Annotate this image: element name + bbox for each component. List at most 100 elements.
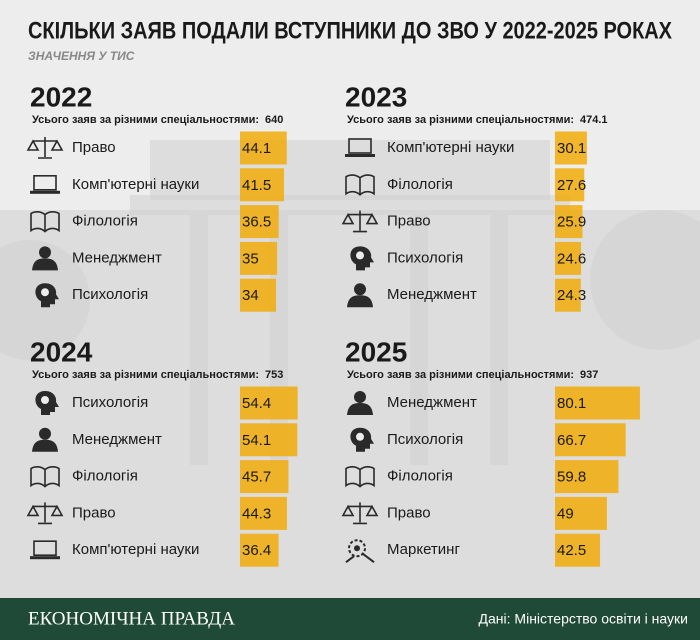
brand: ЕКОНОМІЧНА ПРАВДА: [28, 608, 235, 629]
icon-shape: [33, 175, 57, 191]
icon-shape: [32, 258, 58, 271]
icon-shape: [347, 403, 373, 415]
category-label: Менеджмент: [72, 431, 162, 448]
total-line: Усього заяв за різними спеціальностями: 4…: [347, 114, 608, 126]
icon-shape: [30, 190, 60, 194]
icon: [30, 466, 60, 488]
value-label: 30.1: [557, 140, 586, 157]
source: Дані: Міністерство освіти і науки: [479, 611, 688, 627]
category-label: Психологія: [72, 286, 148, 303]
total-label: Усього заяв за різними спеціальностями:: [32, 369, 259, 381]
icon: [30, 175, 60, 194]
value-label: 27.6: [557, 177, 586, 194]
category-label: Менеджмент: [387, 394, 477, 411]
category-label: Право: [72, 504, 116, 521]
icon-shape: [347, 295, 373, 308]
value-label: 66.7: [557, 432, 586, 449]
icon: [30, 211, 60, 233]
icon-shape: [345, 154, 375, 157]
icon-shape: [41, 396, 49, 404]
category-label: Комп'ютерні науки: [72, 541, 199, 558]
bar: [555, 496, 607, 530]
icon: [350, 427, 374, 452]
total-label: Усього заяв за різними спеціальностями:: [347, 369, 574, 381]
icon: [345, 138, 375, 157]
icon-shape: [26, 502, 64, 525]
category-label: Філологія: [72, 213, 138, 230]
total-value: 937: [580, 369, 598, 381]
icon-shape: [39, 246, 51, 259]
bar: [240, 423, 298, 457]
icon: [350, 246, 374, 271]
bar: [240, 386, 298, 420]
total-line: Усього заяв за різними спеціальностями: 9…: [347, 369, 598, 381]
bar: [240, 496, 287, 530]
bar: [555, 241, 582, 275]
category-label: Філологія: [387, 176, 453, 193]
value-label: 34: [242, 287, 259, 304]
value-label: 54.4: [242, 395, 271, 412]
category-label: Філологія: [387, 468, 453, 485]
chart-title: СКІЛЬКИ ЗАЯВ ПОДАЛИ ВСТУПНИКИ ДО ЗВО У 2…: [28, 17, 672, 44]
icon: [32, 246, 58, 271]
bar: [555, 460, 619, 494]
bar: [240, 205, 279, 239]
total-value: 474.1: [580, 114, 608, 126]
bar: [555, 533, 601, 567]
value-label: 45.7: [242, 469, 271, 486]
value-label: 35: [242, 250, 259, 267]
panel-year: 2023: [345, 81, 407, 112]
icon-shape: [354, 545, 360, 552]
value-label: 44.1: [242, 140, 271, 157]
bar: [555, 168, 585, 202]
icon-shape: [30, 211, 60, 233]
bar: [555, 131, 587, 165]
icon-shape: [348, 539, 366, 558]
bar: [555, 386, 640, 420]
value-label: 24.3: [557, 287, 586, 304]
value-label: 25.9: [557, 214, 586, 231]
icon-shape: [354, 283, 366, 296]
icon-shape: [345, 552, 375, 563]
value-label: 54.1: [242, 432, 271, 449]
value-label: 49: [557, 505, 574, 522]
category-label: Психологія: [387, 431, 463, 448]
icon-shape: [345, 466, 375, 488]
charts: 2022 Усього заяв за різними спеціальностя…: [26, 81, 640, 567]
icon-shape: [354, 391, 366, 403]
total-value: 753: [265, 369, 283, 381]
bar: [555, 423, 626, 457]
icon: [35, 283, 59, 308]
panel-year: 2025: [345, 336, 407, 367]
icon-shape: [26, 137, 64, 159]
icon-shape: [41, 288, 49, 297]
icon-shape: [39, 427, 51, 440]
bar: [240, 241, 278, 275]
bar: [555, 278, 581, 312]
value-label: 41.5: [242, 177, 271, 194]
category-label: Філологія: [72, 468, 138, 485]
category-label: Менеджмент: [387, 286, 477, 303]
panel-year: 2024: [30, 336, 93, 367]
value-label: 36.5: [242, 214, 271, 231]
category-label: Маркетинг: [387, 541, 460, 558]
category-label: Комп'ютерні науки: [72, 176, 199, 193]
icon-shape: [345, 174, 375, 196]
value-label: 24.6: [557, 250, 586, 267]
category-label: Право: [387, 213, 431, 230]
icon-shape: [356, 251, 364, 260]
icon-shape: [341, 210, 379, 233]
icon: [26, 502, 64, 525]
icon-shape: [341, 502, 379, 525]
category-label: Психологія: [387, 249, 463, 266]
footer-band: [0, 598, 700, 640]
value-label: 36.4: [242, 542, 271, 559]
icon: [347, 283, 373, 308]
total-label: Усього заяв за різними спеціальностями:: [347, 114, 574, 126]
icon: [32, 427, 58, 452]
total-value: 640: [265, 114, 283, 126]
bar: [240, 460, 289, 494]
bar: [240, 533, 279, 567]
icon-shape: [348, 138, 372, 154]
